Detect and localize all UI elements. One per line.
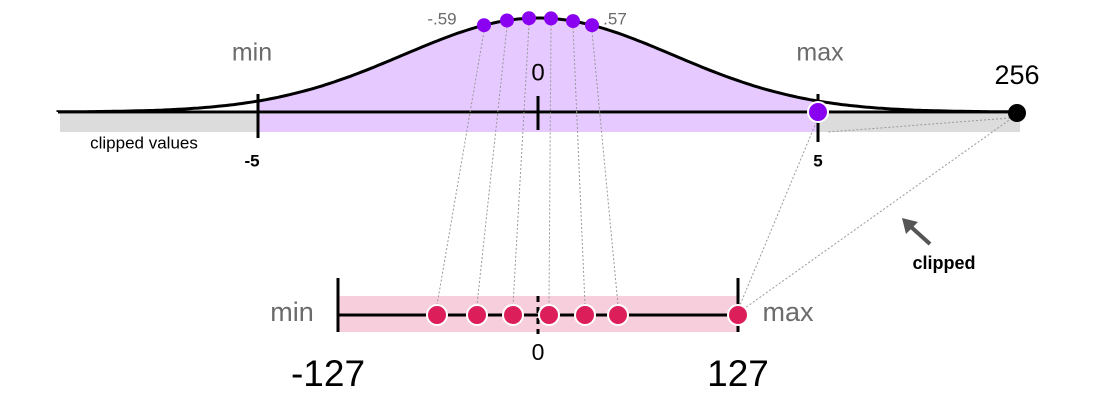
- outlier-label: 256: [994, 60, 1039, 90]
- mapping-line: [739, 117, 819, 306]
- value-point: [566, 14, 580, 29]
- distribution-fill: [258, 18, 818, 112]
- distribution-curve: [56, 16, 1018, 114]
- tick-label: -127: [291, 353, 365, 394]
- value-point: [544, 11, 558, 26]
- int-max-point: [727, 304, 749, 326]
- mapping-line: [827, 117, 1011, 133]
- outlier-point: [1008, 104, 1026, 122]
- value-point: [500, 13, 514, 28]
- value-label: .57: [603, 9, 627, 28]
- max-label: max: [762, 297, 814, 327]
- arrow-head: [902, 218, 918, 234]
- mapping-line: [476, 26, 508, 306]
- value-point: [522, 11, 536, 26]
- min-label: min: [270, 297, 314, 327]
- mapping-line: [548, 24, 552, 306]
- value-label: -.59: [427, 9, 456, 28]
- int-point: [574, 304, 596, 326]
- value-point: [585, 18, 599, 33]
- int-point: [426, 304, 448, 326]
- mapping-line: [744, 117, 1013, 309]
- clipped-values-label: clipped values: [90, 133, 198, 152]
- tick-label: 127: [707, 353, 769, 394]
- max-point: [807, 101, 829, 123]
- arrow: [908, 224, 932, 246]
- int-point: [607, 304, 629, 326]
- tick-label: -5: [244, 151, 259, 170]
- zero-label: 0: [531, 59, 544, 86]
- tick-label: 5: [813, 151, 822, 170]
- max-label: max: [796, 39, 844, 67]
- int-point: [538, 304, 560, 326]
- mapping-line: [591, 31, 619, 306]
- annotation: clipped: [912, 253, 975, 273]
- int-point: [502, 304, 524, 326]
- value-point: [477, 18, 491, 33]
- min-label: min: [232, 39, 272, 67]
- zero-label: 0: [532, 339, 545, 365]
- mapping-line: [512, 24, 530, 306]
- int-point: [466, 304, 488, 326]
